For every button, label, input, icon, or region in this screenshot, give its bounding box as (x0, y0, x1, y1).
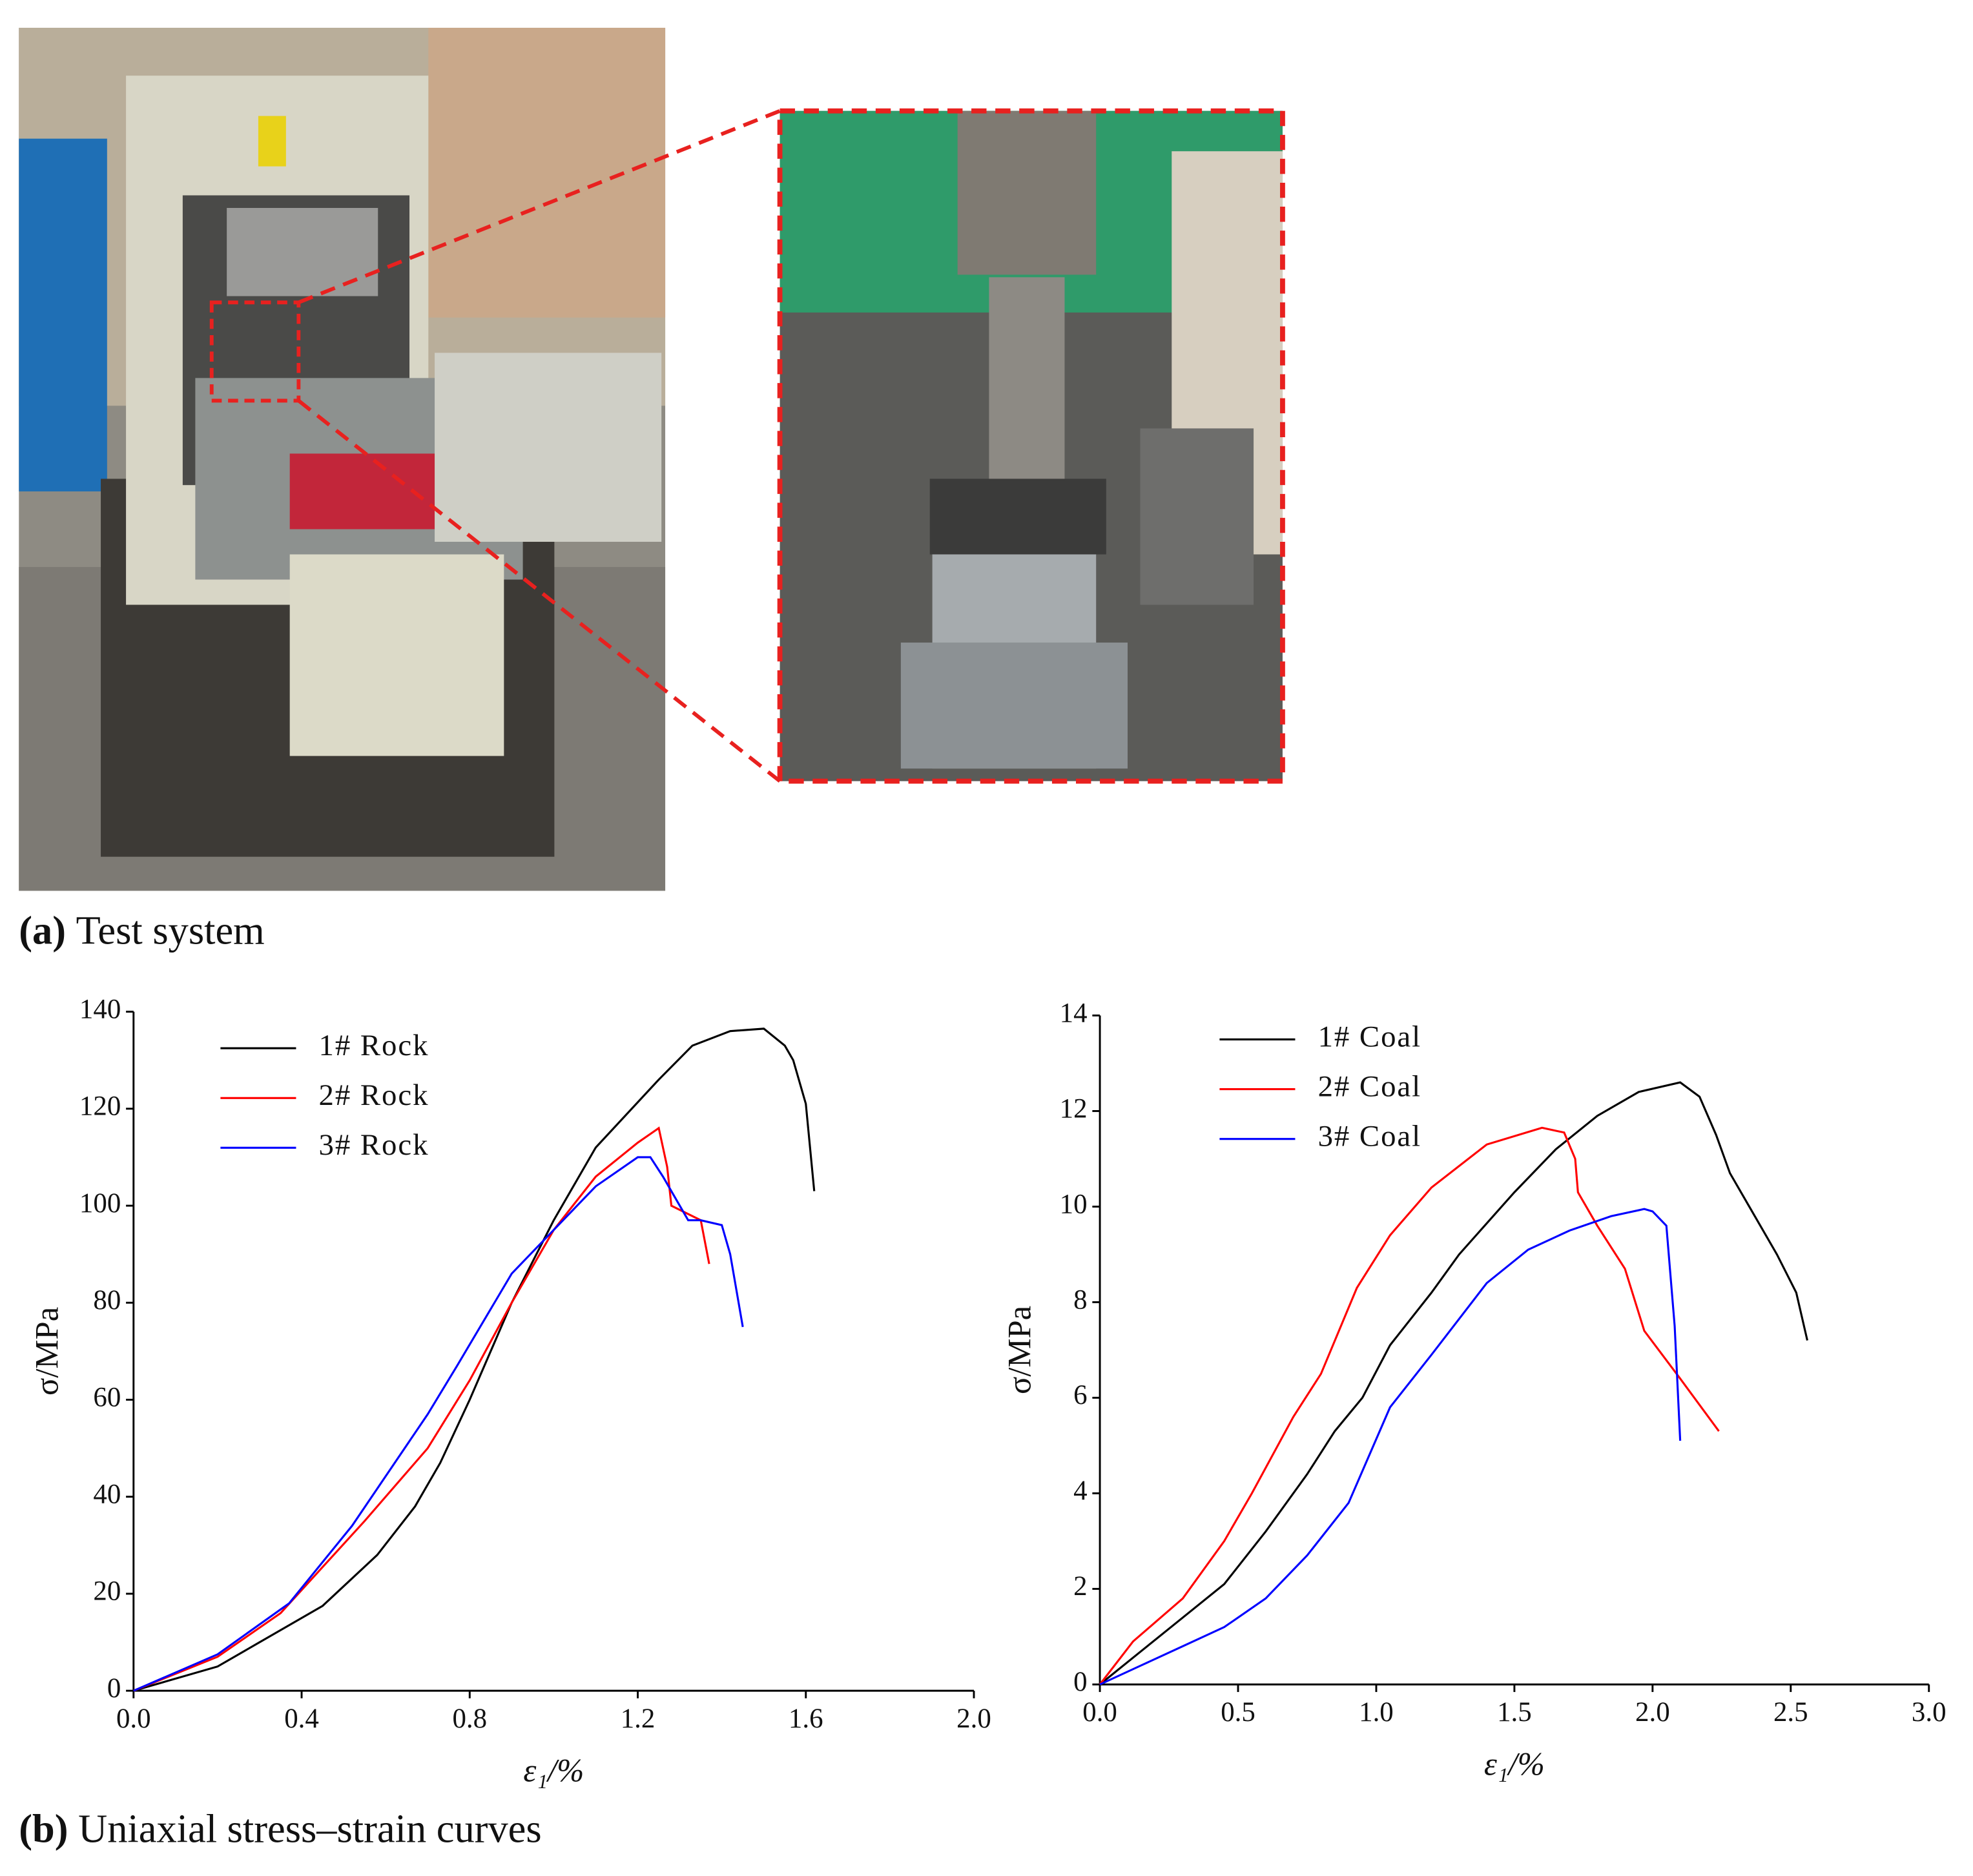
x-tick-label: 1.5 (1497, 1697, 1532, 1727)
x-tick-label: 3.0 (1912, 1697, 1947, 1727)
data-line (133, 1027, 816, 1692)
y-tick-label: 100 (79, 1188, 121, 1219)
x-tick-label: 2.5 (1773, 1697, 1808, 1727)
y-tick-label: 6 (1073, 1380, 1087, 1410)
legend-label: 1# Rock (319, 1029, 429, 1062)
legend-label: 3# Coal (1318, 1119, 1422, 1153)
y-tick-label: 4 (1073, 1476, 1087, 1506)
photo-inset (297, 108, 1285, 784)
y-tick-label: 140 (79, 994, 121, 1024)
caption-label: (b) (19, 1806, 68, 1851)
data-line (133, 1156, 744, 1692)
x-tick-label: 0.5 (1221, 1697, 1255, 1727)
legend-label: 3# Rock (319, 1128, 429, 1162)
y-axis-label: σ/MPa (1002, 1306, 1038, 1394)
x-axis-label: ε₁/% (1484, 1746, 1545, 1782)
data-line (1099, 1208, 1682, 1685)
y-tick-label: 80 (93, 1285, 121, 1315)
y-tick-label: 14 (1060, 998, 1088, 1028)
caption-a: (a) Test system (19, 908, 264, 953)
y-axis-label: σ/MPa (29, 1307, 65, 1396)
x-axis-label: ε₁/% (523, 1753, 584, 1789)
y-tick-label: 20 (93, 1576, 121, 1607)
data-line (133, 1126, 710, 1692)
y-tick-label: 2 (1073, 1571, 1087, 1602)
photo-test-system (19, 28, 666, 891)
y-tick-label: 0 (1073, 1667, 1087, 1697)
caption-text: Uniaxial stress–strain curves (78, 1806, 542, 1851)
y-tick-label: 12 (1060, 1093, 1088, 1124)
x-tick-label: 1.6 (789, 1704, 823, 1734)
legend-label: 1# Coal (1318, 1020, 1422, 1053)
data-line (1099, 1081, 1808, 1685)
x-tick-label: 0.0 (1082, 1697, 1117, 1727)
x-tick-label: 1.2 (621, 1704, 656, 1734)
caption-label: (a) (19, 908, 66, 953)
y-tick-label: 60 (93, 1382, 121, 1412)
legend-label: 2# Rock (319, 1078, 429, 1112)
x-tick-label: 1.0 (1359, 1697, 1394, 1727)
x-tick-label: 0.8 (452, 1704, 487, 1734)
y-tick-label: 10 (1060, 1189, 1088, 1219)
x-tick-label: 0.4 (284, 1704, 319, 1734)
y-tick-label: 8 (1073, 1284, 1087, 1315)
x-tick-label: 2.0 (1635, 1697, 1670, 1727)
data-line (1099, 1126, 1720, 1685)
y-tick-label: 120 (79, 1091, 121, 1122)
y-tick-label: 0 (107, 1673, 121, 1704)
legend-label: 2# Coal (1318, 1069, 1422, 1103)
x-tick-label: 2.0 (956, 1704, 991, 1734)
caption-b: (b) Uniaxial stress–strain curves (19, 1806, 541, 1851)
x-tick-label: 0.0 (116, 1704, 151, 1734)
y-tick-label: 40 (93, 1479, 121, 1510)
caption-text: Test system (76, 908, 265, 953)
